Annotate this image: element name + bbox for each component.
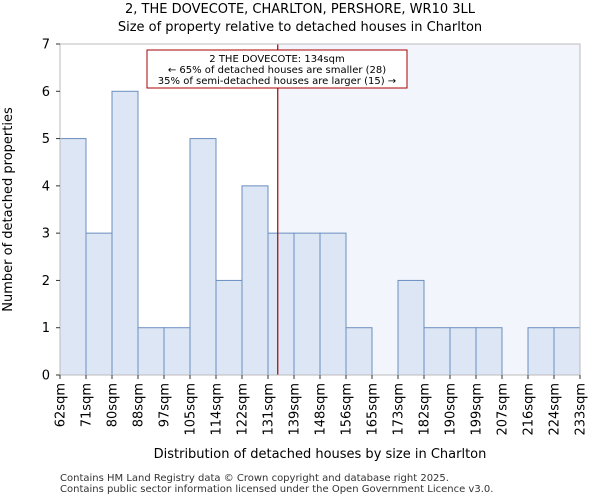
x-tick-label: 233sqm xyxy=(574,383,589,436)
annotation-box xyxy=(146,49,408,89)
x-tick-label: 173sqm xyxy=(392,383,407,436)
x-tick-label: 199sqm xyxy=(470,383,485,436)
x-tick-label: 139sqm xyxy=(288,383,303,436)
annotation-line1: 2 THE DOVECOTE: 134sqm xyxy=(209,54,344,65)
bar-139sqm xyxy=(293,232,321,376)
y-tick-label: 2 xyxy=(42,274,50,289)
bar-80sqm xyxy=(111,90,139,376)
bar-216sqm xyxy=(527,327,555,376)
footer-line-1: Contains HM Land Registry data © Crown c… xyxy=(60,473,449,484)
bar-182sqm xyxy=(423,327,451,376)
y-tick-label: 6 xyxy=(42,85,50,100)
chart-title: 2, THE DOVECOTE, CHARLTON, PERSHORE, WR1… xyxy=(124,2,476,17)
x-tick-label: 224sqm xyxy=(548,383,563,436)
x-tick-label: 148sqm xyxy=(314,383,329,436)
bar-105sqm xyxy=(189,138,217,376)
bar-131sqm xyxy=(267,232,295,376)
y-axis-label: Number of detached properties xyxy=(1,107,16,312)
bar-62sqm xyxy=(59,138,87,376)
footer-line-2: Contains public sector information licen… xyxy=(60,484,494,495)
x-tick-label: 182sqm xyxy=(418,383,433,436)
x-tick-label: 207sqm xyxy=(496,383,511,436)
x-tick-label: 114sqm xyxy=(210,383,225,436)
x-tick-label: 62sqm xyxy=(54,383,69,427)
y-tick-label: 0 xyxy=(42,369,50,384)
annotation-line3: 35% of semi-detached houses are larger (… xyxy=(158,76,396,87)
x-tick-label: 165sqm xyxy=(366,383,381,436)
y-tick-label: 4 xyxy=(42,179,50,194)
x-tick-label: 216sqm xyxy=(522,383,537,436)
x-tick-label: 190sqm xyxy=(444,383,459,436)
annotation-line2: ← 65% of detached houses are smaller (28… xyxy=(168,65,386,76)
x-axis-label: Distribution of detached houses by size … xyxy=(154,447,487,462)
x-tick-label: 156sqm xyxy=(340,383,355,436)
y-tick-label: 3 xyxy=(42,227,50,242)
bar-122sqm xyxy=(241,185,269,376)
x-tick-label: 97sqm xyxy=(158,383,173,427)
x-tick-label: 131sqm xyxy=(262,383,277,436)
bar-224sqm xyxy=(553,327,581,376)
bar-190sqm xyxy=(449,327,477,376)
y-tick-label: 7 xyxy=(42,38,50,53)
x-tick-label: 105sqm xyxy=(184,383,199,436)
bar-88sqm xyxy=(137,327,165,376)
bar-71sqm xyxy=(85,232,113,376)
y-tick-label: 5 xyxy=(42,132,50,147)
chart-subtitle: Size of property relative to detached ho… xyxy=(117,20,483,35)
bar-97sqm xyxy=(163,327,191,376)
x-tick-label: 88sqm xyxy=(132,383,147,427)
y-tick-label: 1 xyxy=(42,321,50,336)
bar-199sqm xyxy=(475,327,503,376)
bar-173sqm xyxy=(397,279,425,376)
x-tick-label: 71sqm xyxy=(80,383,95,427)
bar-114sqm xyxy=(215,279,243,376)
x-tick-label: 122sqm xyxy=(236,383,251,436)
bar-156sqm xyxy=(345,327,373,376)
bar-148sqm xyxy=(319,232,347,376)
x-tick-label: 80sqm xyxy=(106,383,121,427)
